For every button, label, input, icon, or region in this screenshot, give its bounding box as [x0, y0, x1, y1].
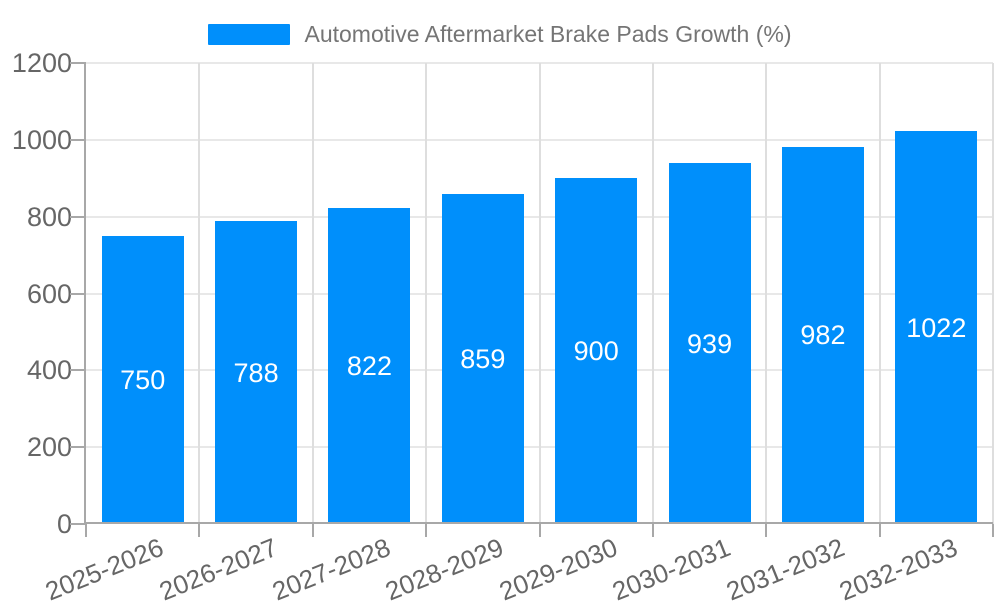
x-axis-tick: [651, 524, 654, 537]
bar-2031-2032[interactable]: 982: [781, 146, 864, 524]
x-axis-category-label: 2030-2031: [608, 532, 735, 606]
y-axis-tick: [70, 523, 86, 525]
y-axis-tick-label: 400: [26, 355, 72, 386]
x-axis-tick: [198, 524, 201, 537]
y-axis-tick-label: 800: [26, 201, 72, 232]
y-axis-tick: [70, 369, 86, 372]
x-axis-category-label: 2025-2026: [41, 532, 168, 606]
x-axis-tick: [538, 524, 541, 537]
x-axis-category-label: 2028-2029: [381, 532, 509, 606]
bar-2029-2030[interactable]: 900: [555, 178, 638, 524]
legend[interactable]: Automotive Aftermarket Brake Pads Growth…: [0, 21, 1000, 47]
bar-value-label: 750: [120, 364, 166, 395]
x-gridline: [311, 63, 314, 524]
y-axis-tick-label: 0: [56, 509, 72, 539]
x-gridline: [651, 63, 654, 524]
bar-value-label: 822: [346, 351, 392, 382]
bar-value-label: 939: [687, 328, 733, 359]
x-gridline: [538, 63, 541, 524]
x-axis-category-label: 2031-2032: [721, 532, 849, 606]
x-gridline: [425, 63, 428, 524]
bar-2025-2026[interactable]: 750: [101, 235, 184, 524]
x-gridline: [765, 63, 768, 524]
y-axis-tick: [70, 62, 86, 64]
bar-2027-2028[interactable]: 822: [328, 208, 411, 524]
y-axis-line: [84, 63, 86, 524]
bar-value-label: 859: [460, 344, 506, 374]
y-axis-tick: [70, 138, 86, 141]
y-axis-tick-label: 200: [26, 432, 72, 463]
y-axis-tick: [70, 215, 86, 218]
y-axis-tick-label: 1200: [11, 48, 72, 78]
x-axis-tick: [992, 524, 994, 537]
x-axis-line: [84, 522, 993, 524]
x-axis-category-label: 2032-2033: [835, 532, 962, 606]
bar-2026-2027[interactable]: 788: [215, 221, 298, 524]
bar-value-label: 788: [233, 357, 279, 388]
x-axis-tick: [85, 524, 87, 537]
bar-value-label: 1022: [906, 312, 967, 343]
bar-value-label: 900: [573, 336, 619, 367]
x-axis-tick: [425, 524, 428, 537]
x-axis-category-label: 2026-2027: [154, 532, 282, 606]
x-axis-category-label: 2029-2030: [494, 532, 622, 606]
y-axis-tick-label: 1000: [11, 124, 72, 155]
x-axis-tick: [311, 524, 314, 537]
bar-2030-2031[interactable]: 939: [668, 163, 751, 524]
y-axis-tick: [70, 292, 86, 295]
x-gridline: [198, 63, 201, 524]
bar-2032-2033[interactable]: 1022: [895, 131, 978, 524]
y-axis-tick: [70, 446, 86, 449]
x-gridline: [878, 63, 881, 524]
legend-label: Automotive Aftermarket Brake Pads Growth…: [304, 21, 792, 47]
x-gridline: [992, 63, 994, 524]
y-axis-tick-label: 600: [26, 278, 72, 309]
x-axis-tick: [878, 524, 881, 537]
plot-area: 0 200 400 600 800 1000 1200 750 2025-2026 788 2026…: [12, 48, 994, 606]
x-axis-category-label: 2027-2028: [268, 532, 395, 606]
legend-swatch-icon: [208, 23, 291, 45]
bar-2028-2029[interactable]: 859: [441, 194, 524, 524]
bar-value-label: 982: [800, 320, 846, 351]
x-axis-tick: [765, 524, 768, 537]
